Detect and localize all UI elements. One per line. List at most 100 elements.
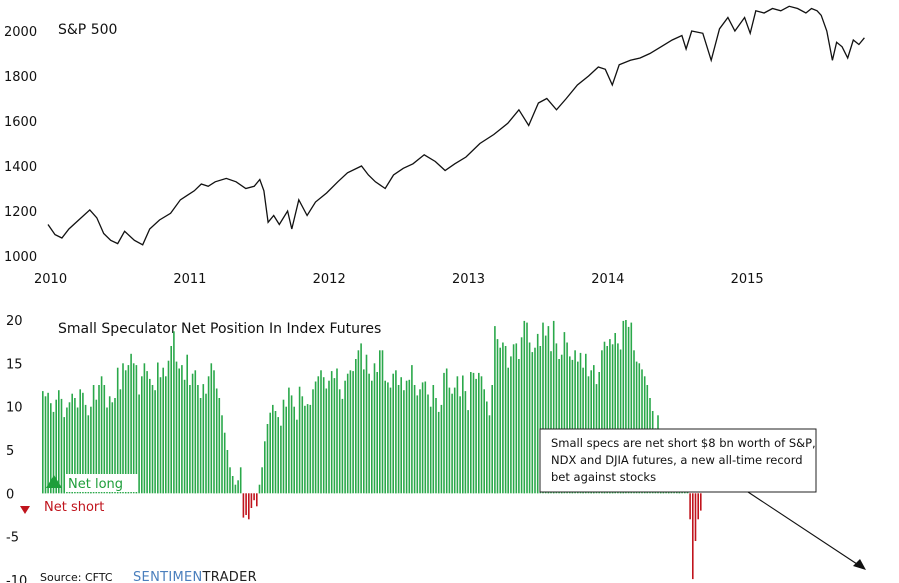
net-long-bar [167,360,170,494]
legend-net-short: Net short [44,500,104,515]
sp500-y-axis: 1000 1200 1400 1600 1800 2000 [4,25,37,265]
sp500-x-tick: 2012 [313,272,346,287]
net-long-bar [58,390,60,494]
net-long-bar [371,380,373,494]
net-long-bar [229,467,231,494]
net-long-bar [293,406,295,494]
net-long-bar [627,326,630,494]
net-long-bar [606,346,608,494]
brand-logo: SENTIMENTRADER [133,570,257,583]
net-long-bar [601,350,603,494]
net-long-bar [175,361,178,494]
net-long-bar [138,394,140,494]
net-long-bar [178,368,180,494]
net-long-bar [427,394,429,494]
net-long-bar [106,407,108,494]
net-long-bar [344,380,346,494]
net-long-bar [381,350,384,494]
net-position-y-tick: 20 [6,314,23,329]
net-long-bar [194,370,197,494]
net-short-bar [689,493,691,520]
net-long-bar [288,387,290,494]
net-long-bar [379,350,381,494]
net-long-bar [328,380,330,494]
sp500-x-axis: 2010 2011 2012 2013 2014 2015 [34,272,764,287]
net-long-bar [71,393,73,494]
net-long-bar [146,371,148,494]
net-long-bar [186,354,188,494]
net-long-bar [92,385,95,494]
net-long-bar [542,322,544,494]
net-long-bar [191,373,194,494]
net-long-bar [330,371,333,494]
net-position-title: Small Speculator Net Position In Index F… [58,321,381,337]
net-long-bar [223,432,226,494]
net-long-bar [333,378,336,494]
net-long-bar [312,389,314,494]
net-long-bar [309,404,312,494]
net-long-bar [170,346,172,494]
sp500-y-tick: 2000 [4,25,37,40]
net-long-bar [435,398,437,494]
net-long-bar [424,381,427,494]
net-long-bar [609,339,611,494]
annotation-line-2: NDX and DJIA futures, a new all-time rec… [551,453,803,467]
net-long-bar [408,379,411,494]
net-long-bar [141,376,143,494]
annotation-line-3: bet against stocks [551,470,656,484]
net-long-bar [547,326,550,494]
net-long-bar [210,363,213,494]
net-long-bar [429,406,432,494]
net-long-bar [66,407,68,494]
net-long-bar [199,398,202,494]
net-long-bar [579,352,582,494]
net-short-bar [245,493,247,515]
sp500-x-tick: 2013 [452,272,485,287]
net-long-bar [625,320,627,494]
net-position-y-tick: -10 [6,574,27,583]
net-long-bar [638,363,641,494]
net-long-bar [437,411,440,494]
net-long-bar [459,396,461,494]
net-long-bar [269,412,271,494]
net-long-bar [87,415,90,494]
net-long-bar [226,450,229,494]
legend: Net long Net short [20,474,138,515]
brand-part-1: SENTIMEN [133,570,203,583]
net-long-bar [44,396,47,494]
net-long-bar [496,339,499,494]
net-long-bar [453,387,456,494]
net-long-bar [560,354,563,494]
sp500-x-tick: 2010 [34,272,67,287]
net-long-bar [569,356,571,494]
net-long-bar [173,331,175,494]
annotation-line-1: Small specs are net short $8 bn worth of… [551,436,816,450]
net-long-bar [346,373,349,494]
net-long-bar [467,410,469,494]
net-long-bar [617,343,619,494]
net-position-y-tick: 15 [6,357,23,372]
sp500-y-tick: 1200 [4,205,37,220]
net-long-bar [451,393,453,494]
net-long-bar [475,378,477,494]
net-long-bar [472,372,475,494]
net-long-bar [320,370,322,494]
net-long-bar [510,356,512,494]
net-long-bar [272,404,274,494]
net-long-bar [122,363,124,494]
net-long-bar [480,376,483,494]
net-long-bar [585,353,587,494]
net-long-bar [282,399,285,494]
net-long-bar [555,343,558,494]
annotation-box [539,428,817,493]
net-position-y-tick: 0 [6,487,14,502]
net-long-bar [614,333,616,494]
net-long-bar [611,344,614,494]
net-long-bar [349,370,352,494]
net-long-bar [119,389,122,494]
net-long-bar [478,372,480,494]
net-long-bar [103,385,106,494]
net-long-bar [387,382,389,494]
net-long-bar [462,375,464,494]
